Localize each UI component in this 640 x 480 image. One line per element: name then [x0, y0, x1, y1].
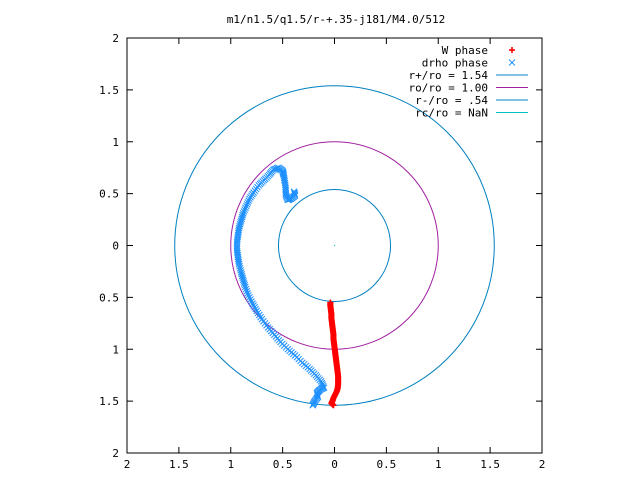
- drho-phase-point: [250, 302, 257, 309]
- drho-phase-point: [240, 208, 248, 215]
- x-tick-label: 0.5: [273, 458, 293, 471]
- drho-phase-point: [239, 276, 247, 284]
- y-tick-label: 1.5: [99, 84, 119, 97]
- drho-phase-point: [235, 260, 243, 268]
- y-tick-label: 0.5: [99, 291, 119, 304]
- drho-phase-point: [241, 283, 249, 291]
- drho-phase-point: [317, 378, 325, 385]
- drho-phase-point: [243, 200, 251, 208]
- drho-phase-point: [249, 300, 256, 307]
- drho-phase-point: [233, 248, 241, 255]
- drho-phase-point: [283, 195, 291, 202]
- drho-phase-point: [282, 185, 290, 192]
- legend-label: rc/ro = NaN: [415, 107, 488, 120]
- y-tick-label: 0: [112, 240, 119, 253]
- y-tick-label: 1.5: [99, 395, 119, 408]
- drho-phase-point: [233, 246, 241, 254]
- y-tick-label: 1: [112, 136, 119, 149]
- drho-phase-point: [246, 294, 253, 301]
- drho-phase-point: [279, 169, 287, 177]
- legend-label: ro/ro = 1.00: [409, 82, 488, 95]
- x-tick-label: 1: [227, 458, 234, 471]
- drho-phase-point: [234, 251, 242, 259]
- drho-phase-point: [318, 379, 326, 387]
- drho-phase-point: [252, 305, 260, 313]
- legend-label: drho phase: [422, 57, 488, 70]
- drho-phase-point: [237, 269, 245, 276]
- drho-phase-point: [240, 280, 248, 287]
- x-tick-label: 2: [124, 458, 131, 471]
- drho-phase-point: [242, 202, 250, 210]
- y-tick-label: 0.5: [99, 188, 119, 201]
- legend-label: r+/ro = 1.54: [409, 69, 489, 82]
- drho-phase-point: [280, 171, 288, 179]
- y-tick-label: 1: [112, 343, 119, 356]
- reference-circle: [277, 188, 392, 303]
- chart-title: m1/n1.5/q1.5/r-+.35-j181/M4.0/512: [227, 13, 446, 26]
- drho-phase-point: [247, 296, 254, 303]
- drho-phase-point: [242, 285, 250, 293]
- drho-phase-point: [238, 272, 246, 280]
- drho-phase-point: [244, 199, 252, 206]
- drho-phase-point: [239, 274, 247, 282]
- y-tick-label: 2: [112, 32, 119, 45]
- drho-phase-point: [313, 389, 321, 397]
- legend-marker: [508, 59, 516, 66]
- drho-phase-point: [234, 255, 242, 263]
- drho-phase-point: [246, 195, 253, 203]
- drho-phase-point: [251, 303, 258, 311]
- center-point: [333, 244, 336, 247]
- drho-phase-point: [236, 262, 243, 270]
- drho-phase-point: [248, 298, 255, 305]
- drho-phase-point: [238, 270, 245, 278]
- drho-phase-point: [242, 204, 249, 212]
- y-tick-label: 2: [112, 447, 119, 460]
- drho-phase-point: [290, 188, 298, 195]
- drho-phase-point: [234, 249, 241, 257]
- drho-phase-point: [283, 193, 291, 201]
- drho-phase-point: [309, 401, 317, 409]
- drho-phase-point: [235, 257, 242, 264]
- axis-ticks: 2 1.5 1 0.5 0 0.5 1 1.5 221.510.500.511.52: [99, 32, 545, 471]
- drho-phase-point: [240, 278, 248, 285]
- drho-phase-point: [243, 287, 251, 295]
- drho-phase-point: [236, 264, 244, 272]
- drho-phase-point: [244, 289, 251, 297]
- x-tick-label: 2: [539, 458, 546, 471]
- drho-phase-point: [237, 267, 244, 274]
- drho-phase-point: [245, 197, 253, 204]
- phase-points: [233, 164, 342, 409]
- x-tick-label: 1: [435, 458, 442, 471]
- legend-label: W phase: [442, 44, 488, 57]
- x-tick-label: 1.5: [169, 458, 189, 471]
- drho-phase-point: [245, 291, 252, 299]
- drho-phase-point: [241, 206, 249, 214]
- drho-phase-point: [257, 313, 264, 321]
- legend-label: r-/ro = .54: [415, 94, 488, 107]
- drho-phase-point: [241, 281, 249, 289]
- drho-phase-point: [280, 170, 287, 178]
- drho-phase-point: [234, 253, 242, 261]
- x-tick-label: 1.5: [480, 458, 500, 471]
- drho-phase-point: [255, 311, 263, 319]
- drho-phase-point: [235, 259, 243, 266]
- x-tick-label: 0.5: [376, 458, 396, 471]
- drho-phase-point: [254, 309, 262, 317]
- x-tick-label: 0: [331, 458, 338, 471]
- drho-phase-point: [282, 183, 289, 190]
- drho-phase-point: [253, 307, 261, 315]
- drho-phase-point: [284, 196, 292, 204]
